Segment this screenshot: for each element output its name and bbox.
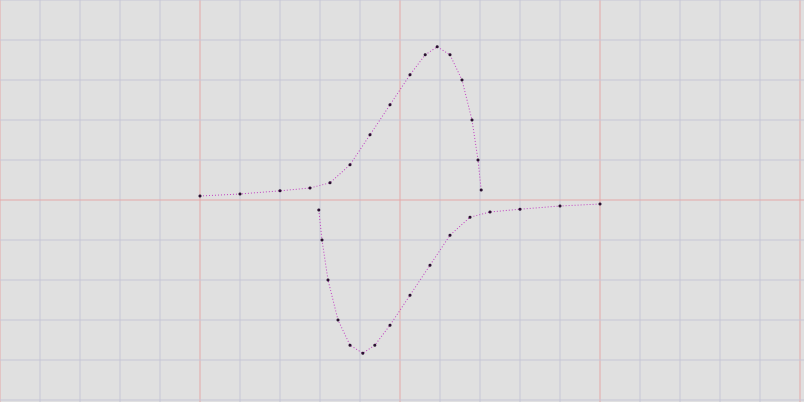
- point: [518, 207, 522, 211]
- point: [278, 189, 282, 193]
- point: [479, 188, 483, 192]
- point: [460, 78, 464, 82]
- point: [320, 238, 324, 242]
- point: [198, 194, 202, 198]
- point: [336, 318, 340, 322]
- point: [408, 73, 412, 77]
- point: [448, 53, 452, 57]
- point: [328, 181, 332, 185]
- point: [468, 215, 472, 219]
- point: [423, 53, 427, 57]
- point: [326, 278, 330, 282]
- point: [361, 351, 365, 355]
- point: [476, 158, 480, 162]
- point: [238, 192, 242, 196]
- point: [388, 323, 392, 327]
- point: [348, 163, 352, 167]
- curve: [199, 46, 482, 197]
- point: [428, 263, 432, 267]
- point: [388, 103, 392, 107]
- point: [488, 210, 492, 214]
- point: [368, 133, 372, 137]
- point: [470, 118, 474, 122]
- point: [317, 208, 321, 212]
- point: [448, 233, 452, 237]
- point: [373, 343, 377, 347]
- point: [348, 343, 352, 347]
- point: [408, 293, 412, 297]
- point: [558, 204, 562, 208]
- point: [435, 45, 439, 49]
- point: [598, 202, 602, 206]
- point: [308, 186, 312, 190]
